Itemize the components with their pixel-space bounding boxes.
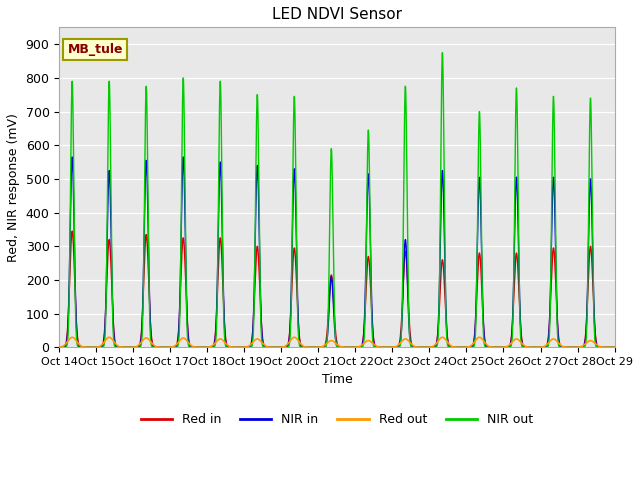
X-axis label: Time: Time [321,372,352,385]
Text: MB_tule: MB_tule [68,43,123,56]
Y-axis label: Red, NIR response (mV): Red, NIR response (mV) [7,113,20,262]
Title: LED NDVI Sensor: LED NDVI Sensor [272,7,402,22]
Legend: Red in, NIR in, Red out, NIR out: Red in, NIR in, Red out, NIR out [136,408,538,431]
